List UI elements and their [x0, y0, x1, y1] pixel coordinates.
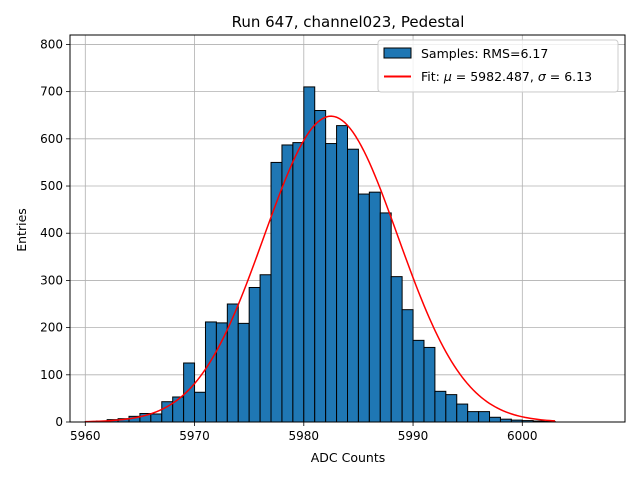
y-tick-label: 600 [40, 132, 63, 146]
histogram-bar [172, 396, 185, 423]
histogram-bar [379, 212, 392, 423]
histogram-bar [259, 274, 272, 423]
histogram-bar [215, 322, 228, 423]
y-axis-ticks: 0 100 200 300 400 500 600 700 800 [40, 37, 70, 429]
histogram-bar [368, 191, 381, 423]
histogram-bar [281, 144, 294, 423]
x-tick-label: 6000 [507, 429, 538, 443]
x-tick-label: 5970 [179, 429, 210, 443]
histogram-bar [456, 403, 469, 423]
y-tick-label: 200 [40, 321, 63, 335]
fit-prefix: Fit: [421, 69, 444, 84]
histogram-bar [325, 143, 338, 423]
y-tick-label: 0 [55, 415, 63, 429]
histogram-bar [194, 391, 206, 423]
histogram-bar [204, 321, 217, 423]
histogram-bar [412, 339, 425, 423]
histogram-bar [357, 193, 370, 423]
equals-mu: = [452, 69, 470, 84]
equals-sigma: = [546, 69, 564, 84]
histogram-bar [423, 346, 436, 423]
y-axis-label: Entries [14, 208, 29, 252]
y-tick-label: 100 [40, 368, 63, 382]
histogram-bar [489, 416, 501, 423]
y-tick-label: 500 [40, 179, 63, 193]
comma: , [530, 69, 538, 84]
histogram-bar [314, 110, 327, 423]
histogram-bar [467, 411, 480, 423]
sigma-symbol: σ [538, 69, 547, 84]
y-tick-label: 700 [40, 85, 63, 99]
histogram-bar [248, 286, 261, 423]
histogram-bar [478, 411, 491, 423]
chart-title: Run 647, channel023, Pedestal [232, 13, 465, 31]
x-tick-label: 5960 [70, 429, 101, 443]
legend: Samples: RMS=6.17 Fit: μ = 5982.487, σ =… [377, 39, 619, 93]
histogram-bar [292, 142, 305, 423]
x-axis-label: ADC Counts [311, 450, 386, 465]
histogram-bar [390, 276, 403, 423]
legend-samples-patch [383, 47, 412, 59]
histogram-bar [336, 125, 348, 423]
mu-symbol: μ [443, 69, 452, 84]
y-tick-label: 800 [40, 37, 63, 51]
histogram-bar [434, 390, 447, 423]
histogram-bars [84, 86, 556, 423]
legend-box [377, 39, 619, 93]
legend-fit-label: Fit: μ = 5982.487, σ = 6.13 [421, 69, 592, 84]
histogram-bar [347, 148, 359, 423]
fit-mu-value: 5982.487 [470, 69, 530, 84]
y-tick-label: 400 [40, 226, 63, 240]
histogram-bar [226, 303, 239, 423]
plot-frame [69, 34, 626, 423]
legend-samples-label: Samples: RMS=6.17 [421, 46, 548, 61]
fit-sigma-value: 6.13 [564, 69, 592, 84]
histogram-bar [401, 309, 414, 423]
x-axis-ticks: 5960 5970 5980 5990 6000 [70, 422, 538, 443]
fit-curve [85, 115, 556, 423]
x-tick-label: 5990 [398, 429, 429, 443]
histogram-bar [237, 322, 250, 423]
y-tick-label: 300 [40, 273, 63, 287]
x-tick-label: 5980 [289, 429, 320, 443]
histogram-bar [445, 394, 458, 423]
histogram-bar [150, 413, 163, 423]
